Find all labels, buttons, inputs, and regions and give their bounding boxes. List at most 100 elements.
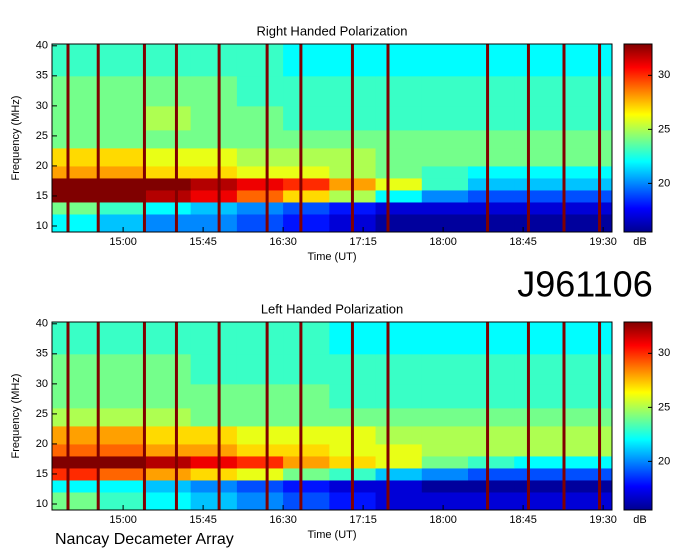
x-tick-label: 18:45 [509, 514, 537, 526]
interference-line [96, 322, 100, 510]
x-tick-label: 18:00 [429, 236, 457, 248]
heat-cell [514, 322, 561, 355]
interference-line [174, 322, 178, 510]
heat-cell [98, 105, 145, 131]
y-tick-label: 10 [36, 220, 48, 232]
heat-cell [144, 383, 192, 409]
heat-cell [236, 425, 284, 445]
heat-cell [144, 129, 192, 149]
interference-line [486, 322, 490, 510]
x-tick-label: 15:00 [109, 514, 137, 526]
heat-cell [468, 213, 515, 233]
heat-cell [283, 105, 330, 131]
heat-cell [514, 353, 561, 385]
heat-cell [375, 177, 423, 191]
heat-cell [468, 201, 515, 215]
heat-cell [52, 165, 99, 179]
heat-cell [144, 443, 192, 457]
interference-line [598, 44, 602, 232]
heat-cell [375, 425, 423, 445]
figure-label: J961106 [517, 264, 652, 305]
heat-cell [421, 467, 469, 481]
heat-cell [421, 425, 469, 445]
heat-cell [236, 443, 284, 457]
heat-cell [52, 44, 99, 77]
interference-line [350, 44, 354, 232]
interference-line [386, 44, 390, 232]
y-tick-label: 15 [36, 468, 48, 480]
heat-cell [375, 353, 423, 385]
interference-line [142, 44, 146, 232]
heat-cell [421, 147, 469, 167]
heat-cell [468, 322, 515, 355]
heat-cell [52, 129, 99, 149]
heat-cell [98, 479, 145, 493]
y-tick-label: 35 [36, 70, 48, 82]
heat-cell [236, 491, 284, 511]
interference-line [142, 322, 146, 510]
colorbar-tick-label: 20 [658, 177, 670, 189]
heat-cell [283, 189, 330, 203]
heat-cell [283, 383, 330, 409]
heat-cell [52, 75, 99, 107]
interference-line [598, 322, 602, 510]
heat-cell [98, 189, 145, 203]
x-tick-label: 16:30 [269, 514, 297, 526]
heat-cell [98, 322, 145, 355]
plot-frame [51, 321, 613, 511]
heat-cell [514, 491, 561, 511]
heat-cell [98, 491, 145, 511]
heat-cell [375, 105, 423, 131]
heat-cell [283, 177, 330, 191]
heat-cell [283, 147, 330, 167]
heat-cell [144, 177, 192, 191]
heat-cell [236, 455, 284, 469]
heat-cell [52, 105, 99, 131]
heat-cell [560, 383, 613, 409]
heat-cell [421, 177, 469, 191]
heat-cell [52, 455, 99, 469]
heat-cell [560, 201, 613, 215]
heat-cell [560, 105, 613, 131]
heat-cell [514, 213, 561, 233]
heat-cell [98, 407, 145, 427]
heat-cell [52, 425, 99, 445]
heat-cell [468, 455, 515, 469]
heat-cell [236, 189, 284, 203]
heat-cell [468, 177, 515, 191]
heat-cell [190, 189, 238, 203]
interference-line [526, 322, 530, 510]
x-tick-label: 15:45 [189, 514, 217, 526]
interference-line [299, 322, 303, 510]
interference-line [265, 44, 269, 232]
heat-cell [283, 75, 330, 107]
heat-cell [190, 443, 238, 457]
heat-cell [375, 147, 423, 167]
heat-cell [236, 129, 284, 149]
interference-line [486, 44, 490, 232]
heat-cell [98, 177, 145, 191]
heat-cell [52, 491, 99, 511]
heat-cell [375, 322, 423, 355]
heat-cell [190, 407, 238, 427]
heat-cell [421, 201, 469, 215]
heat-cell [144, 479, 192, 493]
heat-cell [52, 322, 99, 355]
heat-cell [560, 353, 613, 385]
x-tick-label: 16:30 [269, 236, 297, 248]
heat-cell [560, 491, 613, 511]
heat-cell [514, 383, 561, 409]
heat-cell [560, 322, 613, 355]
y-axis-label: Frequency (MHz) [10, 96, 22, 181]
heat-cell [421, 322, 469, 355]
heat-cell [190, 425, 238, 445]
heat-cell [560, 455, 613, 469]
heat-cell [514, 407, 561, 427]
heat-cell [283, 44, 330, 77]
heat-cell [236, 147, 284, 167]
heat-cell [514, 177, 561, 191]
y-axis-label: Frequency (MHz) [10, 374, 22, 459]
heat-cell [514, 44, 561, 77]
heat-cell [52, 201, 99, 215]
heat-cell [421, 479, 469, 493]
